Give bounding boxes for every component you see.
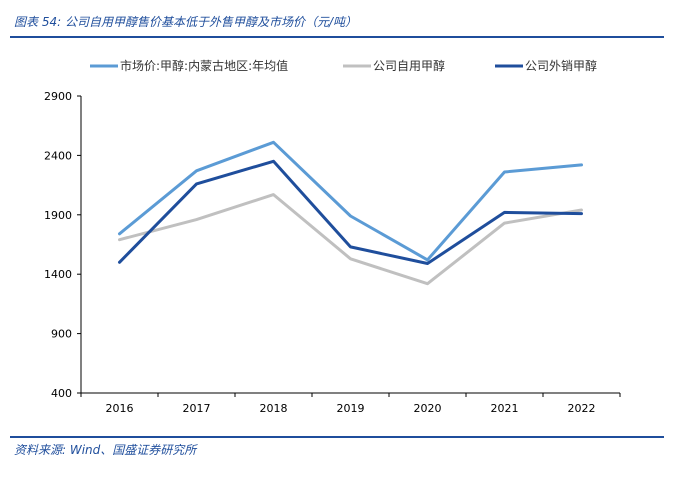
legend-label: 市场价:甲醇:内蒙古地区:年均值 [120, 58, 288, 73]
y-tick-label: 2400 [44, 149, 72, 162]
series-line-2 [118, 193, 583, 286]
series-lines [118, 140, 583, 286]
y-tick-label: 2900 [44, 90, 72, 103]
x-tick-label: 2020 [414, 402, 442, 415]
axes: 400 900 1400 1900 2400 2900 2016 2017 2018 2019 20… [44, 90, 621, 415]
x-tick-label: 2022 [568, 402, 596, 415]
x-tick-label: 2017 [183, 402, 211, 415]
x-tick-label: 2016 [106, 402, 134, 415]
x-tick-label: 2018 [260, 402, 288, 415]
y-tick-label: 900 [51, 328, 72, 341]
series-line-3 [118, 159, 583, 265]
x-tick-label: 2019 [337, 402, 365, 415]
legend-label: 公司自用甲醇 [373, 58, 445, 73]
bottom-rule [10, 436, 664, 438]
y-tick-label: 400 [51, 387, 72, 400]
top-rule [10, 36, 664, 38]
x-tick-label: 2021 [491, 402, 519, 415]
y-tick-label: 1900 [44, 209, 72, 222]
figure-title: 图表 54: 公司自用甲醇售价基本低于外售甲醇及市场价（元/吨） [14, 15, 357, 29]
legend-label: 公司外销甲醇 [525, 58, 597, 73]
y-tick-label: 1400 [44, 268, 72, 281]
source-note: 资料来源: Wind、国盛证券研究所 [14, 443, 197, 457]
series-line-1 [118, 140, 583, 262]
legend: 市场价:甲醇:内蒙古地区:年均值 公司自用甲醇 公司外销甲醇 [90, 58, 597, 73]
